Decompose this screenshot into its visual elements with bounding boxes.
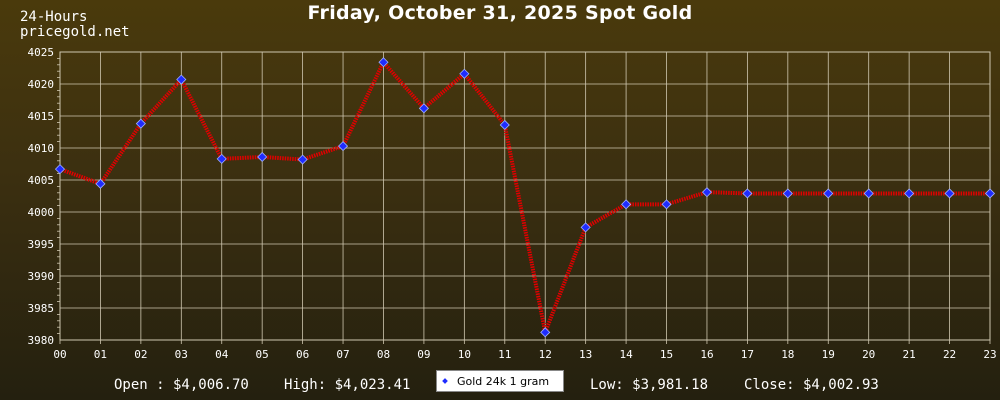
y-tick-label: 3980 — [28, 334, 55, 347]
series-line — [59, 60, 990, 335]
data-point — [540, 327, 551, 338]
data-point — [297, 154, 308, 165]
x-tick-label: 19 — [822, 348, 835, 361]
data-point — [944, 188, 955, 199]
data-point — [135, 118, 146, 129]
y-tick-label: 4025 — [28, 46, 55, 59]
data-point — [661, 199, 672, 210]
data-point — [499, 119, 510, 131]
x-tick-label: 23 — [983, 348, 996, 361]
x-tick-label: 08 — [377, 348, 390, 361]
y-tick-label: 4010 — [28, 142, 55, 155]
high-price: High: $4,023.41 — [284, 377, 411, 393]
y-tick-label: 3995 — [28, 238, 55, 251]
data-point — [742, 188, 753, 199]
data-point — [95, 178, 106, 189]
x-tick-label: 11 — [498, 348, 511, 361]
y-tick-label: 3990 — [28, 270, 55, 283]
x-tick-label: 03 — [175, 348, 188, 361]
data-point — [782, 188, 793, 199]
data-point — [257, 151, 268, 163]
data-point — [459, 68, 470, 79]
y-tick-label: 3985 — [28, 302, 55, 315]
data-point — [378, 57, 389, 68]
low-price: Low: $3,981.18 — [590, 377, 709, 393]
data-point — [823, 188, 834, 199]
x-tick-label: 17 — [741, 348, 754, 361]
x-tick-label: 01 — [94, 348, 107, 361]
y-tick-label: 4020 — [28, 78, 55, 91]
data-point — [337, 141, 349, 152]
data-point — [418, 103, 429, 114]
x-tick-label: 13 — [579, 348, 592, 361]
x-tick-label: 22 — [943, 348, 956, 361]
x-tick-label: 04 — [215, 348, 229, 361]
x-tick-label: 20 — [862, 348, 875, 361]
x-tick-label: 15 — [660, 348, 673, 361]
legend-label: Gold 24k 1 gram — [457, 374, 550, 388]
y-tick-label: 4000 — [28, 206, 55, 219]
data-point — [701, 187, 713, 198]
x-tick-label: 00 — [53, 348, 66, 361]
x-tick-label: 18 — [781, 348, 794, 361]
x-tick-label: 09 — [417, 348, 430, 361]
data-point — [984, 188, 996, 199]
y-tick-label: 4015 — [28, 110, 55, 123]
close-price: Close: $4,002.93 — [744, 377, 879, 393]
x-tick-label: 02 — [134, 348, 147, 361]
open-price: Open : $4,006.70 — [114, 377, 249, 393]
chart-title: Friday, October 31, 2025 Spot Gold — [307, 2, 693, 24]
data-point — [621, 199, 632, 210]
range-label: 24-Hours — [20, 9, 88, 25]
site-label: pricegold.net — [20, 24, 130, 40]
x-tick-label: 10 — [458, 348, 471, 361]
data-point — [904, 188, 915, 199]
x-tick-label: 16 — [700, 348, 713, 361]
x-tick-label: 21 — [903, 348, 916, 361]
legend-marker-icon — [442, 378, 448, 384]
legend: Gold 24k 1 gram — [436, 370, 564, 392]
chart-header-info: 24-Hours pricegold.net — [20, 10, 130, 40]
y-tick-label: 4005 — [28, 174, 55, 187]
x-tick-label: 12 — [539, 348, 552, 361]
data-point — [863, 188, 874, 199]
x-tick-label: 05 — [256, 348, 269, 361]
x-tick-label: 06 — [296, 348, 309, 361]
plot-frame — [59, 51, 991, 341]
x-tick-label: 14 — [619, 348, 633, 361]
data-point — [216, 153, 227, 164]
data-point — [176, 74, 187, 85]
data-point — [54, 164, 66, 175]
x-tick-label: 07 — [336, 348, 349, 361]
data-point — [580, 222, 591, 233]
